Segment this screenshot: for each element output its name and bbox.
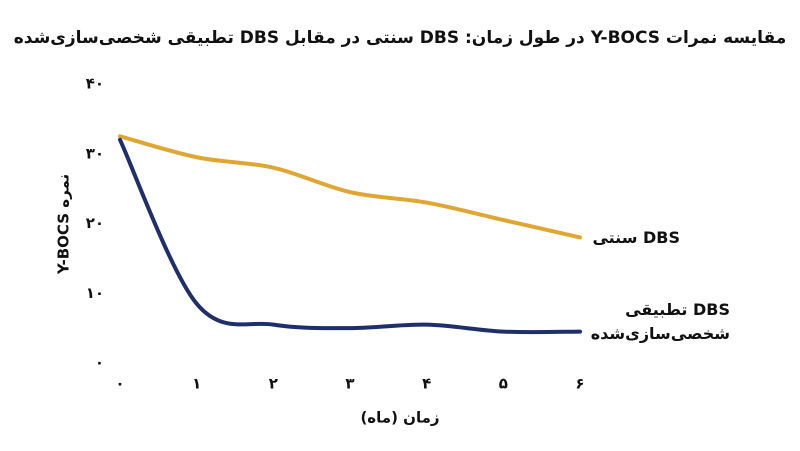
x-tick-label: ۱	[192, 375, 201, 393]
series-line	[118, 134, 582, 240]
y-tick-label: ۳۰	[86, 144, 104, 162]
x-tick-label: ۶	[575, 375, 584, 393]
series-line	[118, 137, 582, 335]
x-tick-label: ۰	[115, 375, 124, 393]
y-tick-label: ۰	[95, 354, 104, 372]
y-axis-label: نمره Y-BOCS	[55, 174, 73, 275]
y-tick-label: ۱۰	[86, 284, 104, 302]
x-tick-label: ۴	[422, 375, 431, 393]
series-label: DBS تطبیقی شخصی‌سازی‌شده	[590, 300, 730, 343]
x-tick-label: ۳	[345, 375, 354, 393]
y-tick-label: ۲۰	[86, 214, 104, 232]
x-tick-label: ۲	[269, 375, 278, 393]
y-tick-label: ۴۰	[86, 75, 104, 93]
x-axis-label: زمان (ماه)	[360, 409, 439, 427]
series-label: DBS سنتی	[592, 228, 680, 247]
x-tick-label: ۵	[499, 375, 508, 393]
chart-title: مقایسه نمرات Y-BOCS در طول زمان: DBS سنت…	[14, 28, 787, 48]
